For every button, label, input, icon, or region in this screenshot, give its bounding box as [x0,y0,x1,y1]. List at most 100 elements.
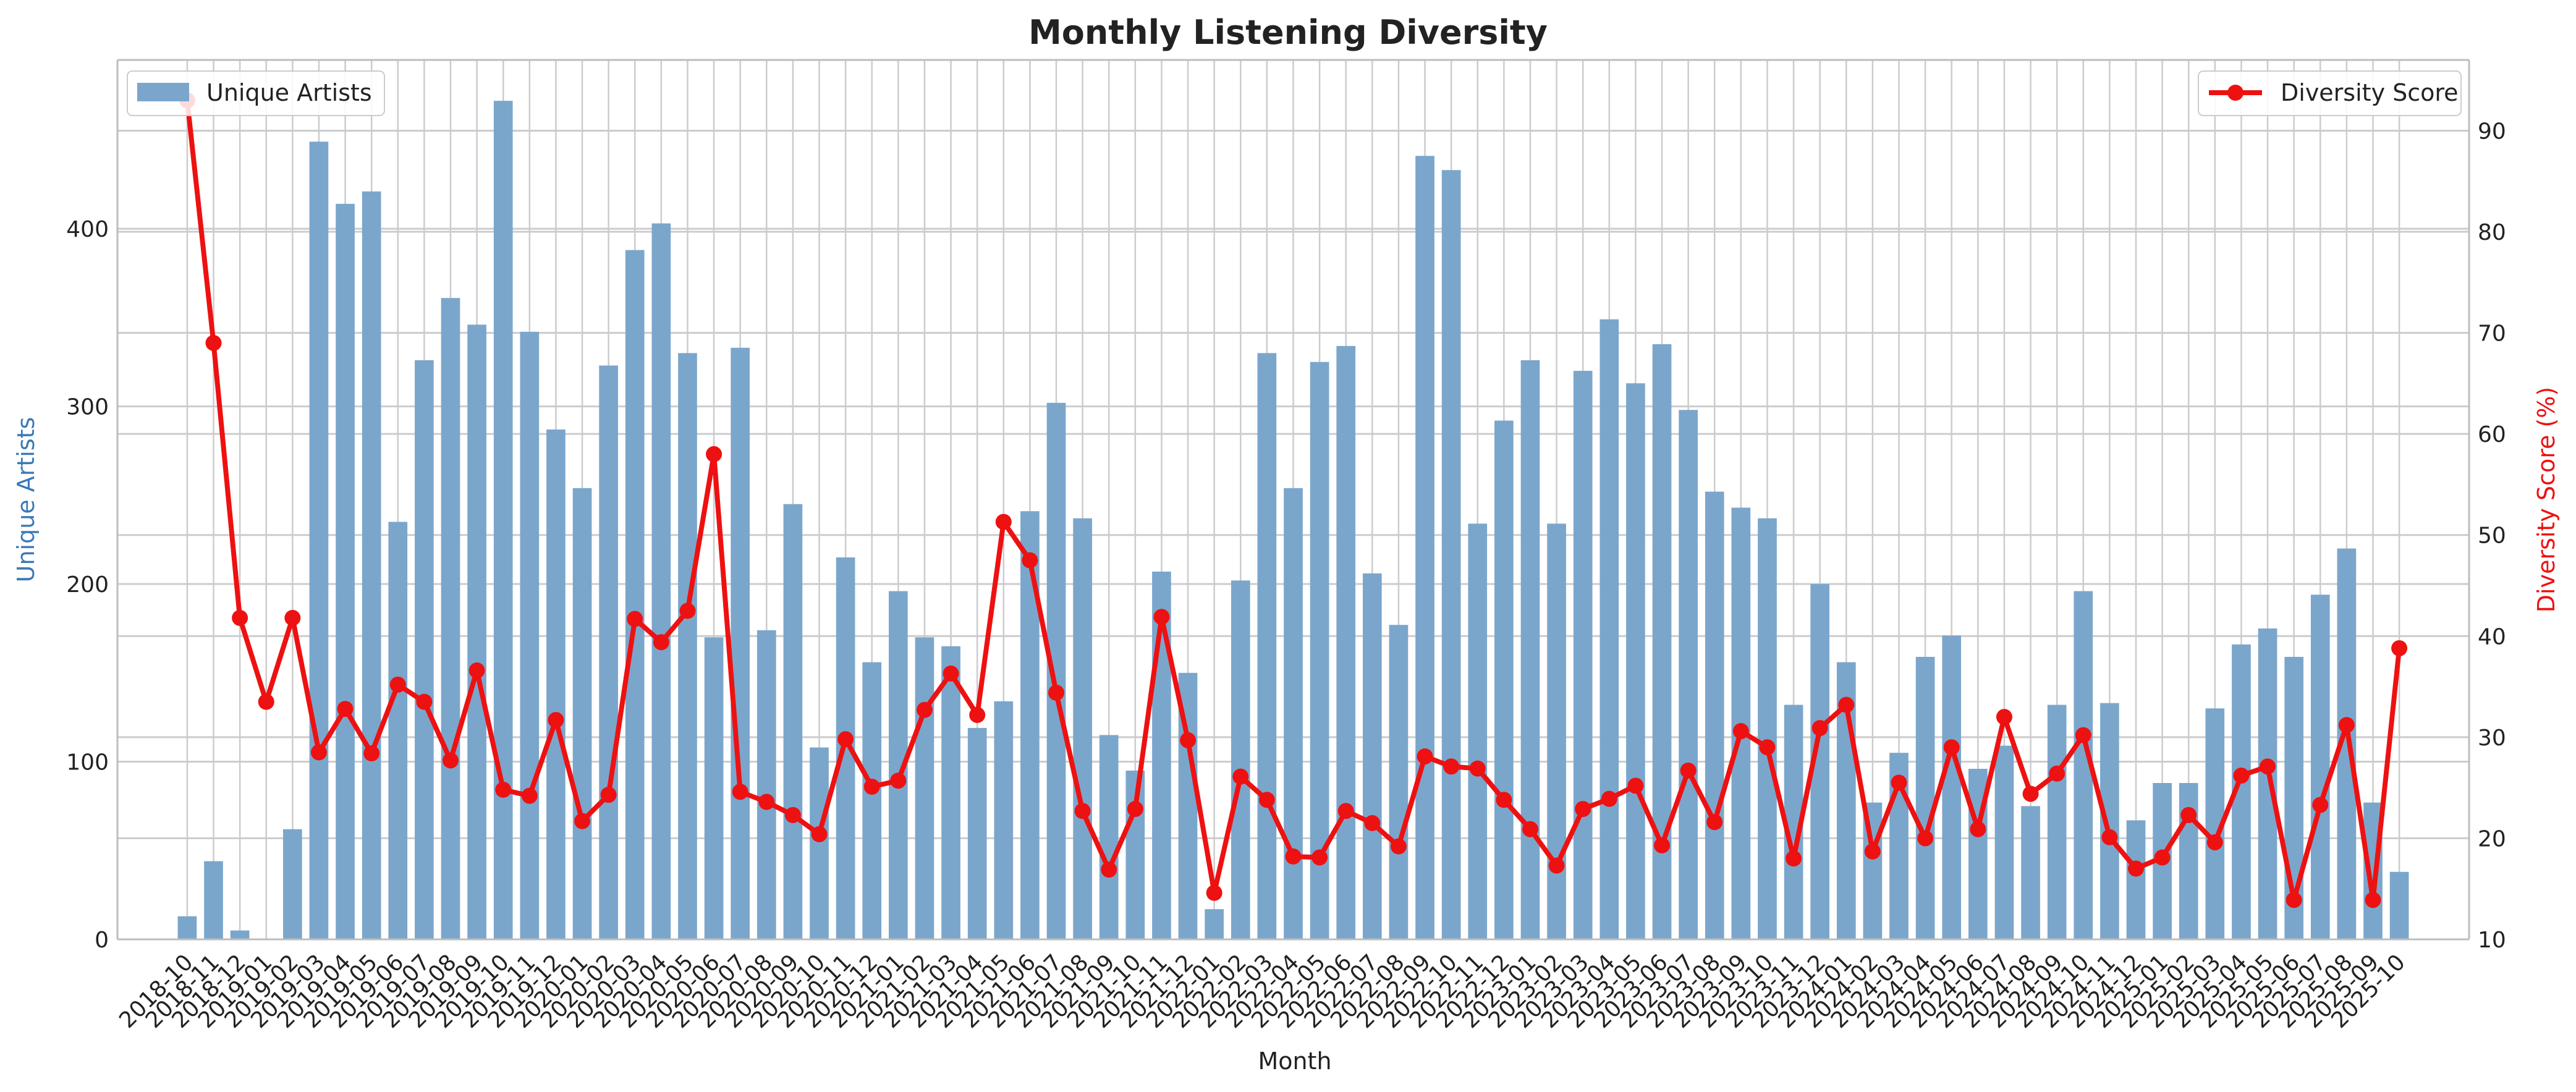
bar-2023-02 [1547,523,1566,939]
diversity-point-2021-02 [916,701,933,718]
diversity-point-2022-12 [1496,792,1512,808]
y-tick-label: 100 [66,750,109,776]
diversity-point-2024-11 [2101,829,2118,845]
diversity-point-2023-02 [1548,857,1565,874]
diversity-point-2025-07 [2312,797,2329,813]
bar-2022-03 [1257,353,1277,939]
y-tick-label: 0 [95,928,109,953]
bar-2019-12 [546,429,566,939]
diversity-point-2021-03 [943,665,959,682]
diversity-point-2018-11 [205,334,222,351]
bar-2023-04 [1599,319,1619,939]
bar-2020-02 [599,365,619,939]
diversity-point-2022-05 [1311,849,1328,866]
diversity-point-2019-12 [548,712,564,729]
diversity-point-2019-08 [443,752,459,769]
bar-2024-09 [2047,705,2067,939]
diversity-point-2021-05 [995,514,1012,530]
bar-layer [177,101,2409,940]
y2-tick-label: 50 [2478,523,2506,549]
legend-swatch-marker [2227,85,2243,101]
bar-2021-04 [967,727,987,939]
bar-2021-05 [994,701,1014,939]
diversity-point-2024-10 [2075,727,2091,743]
diversity-point-2020-11 [837,731,854,748]
diversity-point-2024-03 [1891,774,1907,791]
bar-2019-09 [467,324,486,939]
bar-2019-08 [441,298,460,939]
diversity-point-2020-12 [863,779,880,795]
diversity-point-2024-12 [2127,860,2144,877]
y2-tick-label: 10 [2478,928,2506,953]
y2-tick-label: 60 [2478,422,2506,447]
legend-box [2198,70,2462,116]
diversity-point-2025-04 [2233,768,2250,784]
bar-2023-08 [1705,491,1724,939]
diversity-point-2025-02 [2180,806,2197,823]
bar-2025-10 [2389,871,2409,939]
bar-2023-07 [1679,410,1698,939]
y2-tick-label: 90 [2478,119,2506,144]
diversity-point-2020-08 [758,794,775,810]
bar-2019-02 [283,829,302,939]
diversity-point-2018-12 [232,609,248,626]
bar-2022-08 [1389,625,1409,939]
bar-2020-07 [731,347,750,939]
y-tick-label: 400 [66,217,109,242]
bar-2018-10 [177,916,197,939]
diversity-point-2022-09 [1417,748,1433,764]
y2-axis-title: Diversity Score (%) [2533,387,2560,612]
bar-2023-10 [1758,518,1777,939]
bar-2020-03 [625,250,645,939]
diversity-point-2022-03 [1258,792,1275,808]
bar-2020-09 [783,504,803,939]
legend-label: Diversity Score [2281,79,2459,106]
diversity-point-2021-10 [1127,801,1143,818]
diversity-point-2022-10 [1443,758,1460,775]
x-axis-title: Month [1258,1048,1331,1075]
bar-2021-06 [1020,511,1040,939]
diversity-point-2023-03 [1575,801,1591,818]
axis-layer: 01002003004001020304050607080902018-1020… [66,59,2506,1033]
diversity-point-2019-10 [495,781,512,798]
diversity-point-2023-12 [1811,720,1828,737]
diversity-point-2023-10 [1759,739,1776,756]
bar-2024-04 [1915,656,1935,939]
diversity-point-2019-06 [389,676,406,693]
diversity-point-2020-02 [600,787,617,803]
diversity-point-2021-08 [1074,803,1091,819]
diversity-point-2022-06 [1337,803,1354,819]
bar-2024-12 [2126,820,2146,939]
bar-2022-04 [1284,488,1303,939]
diversity-point-2023-04 [1601,790,1617,807]
diversity-point-2025-08 [2338,717,2355,734]
bar-2022-07 [1362,573,1382,939]
bar-2023-03 [1573,371,1593,939]
bar-2018-12 [230,930,250,939]
diversity-point-2020-06 [706,446,722,462]
bar-2020-12 [862,662,882,939]
diversity-point-2019-07 [416,693,433,710]
diversity-point-2025-09 [2365,892,2381,908]
bar-2025-05 [2258,628,2277,939]
bar-2019-07 [415,360,434,939]
diversity-point-2020-01 [574,813,591,829]
bar-2021-03 [941,646,960,939]
line-layer [179,92,2408,908]
diversity-point-2022-11 [1469,760,1486,777]
chart-title: Monthly Listening Diversity [1028,13,1548,52]
diversity-point-2023-05 [1627,777,1644,794]
bar-2022-10 [1441,170,1461,939]
diversity-point-2019-03 [310,744,327,761]
diversity-point-2024-02 [1864,843,1881,860]
diversity-point-2020-04 [653,634,669,651]
diversity-point-2020-10 [811,826,828,842]
diversity-point-2020-03 [627,611,643,627]
diversity-point-2024-09 [2049,765,2065,782]
bar-2023-01 [1520,360,1540,939]
bar-2025-02 [2179,783,2198,939]
legend-layer: Unique Artists Diversity Score [127,70,2462,116]
diversity-point-2021-07 [1048,684,1065,701]
